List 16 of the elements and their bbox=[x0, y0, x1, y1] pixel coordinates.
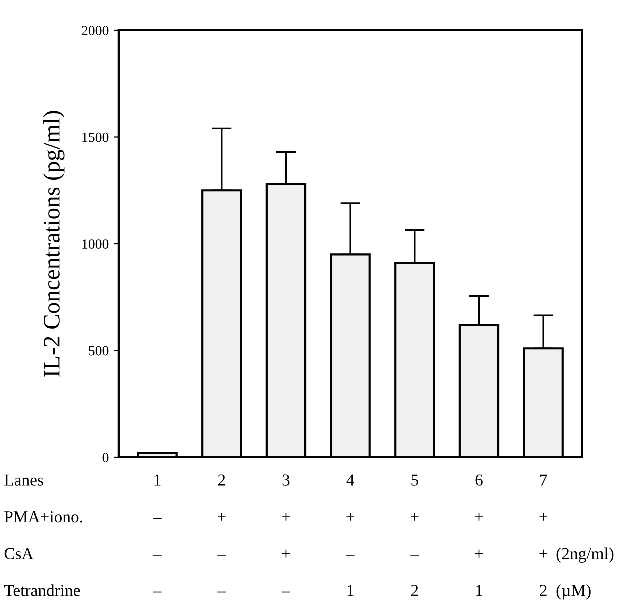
category-label: 2 + – – bbox=[218, 474, 226, 593]
category-label: 4 + – 1 bbox=[346, 474, 355, 596]
y-tick-label: 500 bbox=[89, 346, 109, 356]
category-label: 5 + – 2 bbox=[410, 474, 420, 596]
text: (2ng/ml) bbox=[556, 548, 614, 563]
y-tick-label: 2000 bbox=[82, 26, 109, 36]
y-tick-label: 0 bbox=[102, 453, 109, 462]
category-label: 6 + + 1 bbox=[475, 474, 484, 596]
y-tick-label: 1000 bbox=[82, 240, 109, 249]
y-axis-title: IL-2 Concentrations (pg/ml) bbox=[43, 111, 65, 377]
category-label: 3 + + – bbox=[282, 474, 290, 593]
category-label: 7 + + 2 bbox=[540, 474, 548, 596]
text: Lanes PMA+iono. CsA Tetrandrine bbox=[4, 474, 82, 596]
text: (µM) bbox=[556, 584, 591, 600]
category-label: 1 – – – bbox=[153, 474, 162, 593]
y-tick-label: 1500 bbox=[82, 132, 109, 142]
